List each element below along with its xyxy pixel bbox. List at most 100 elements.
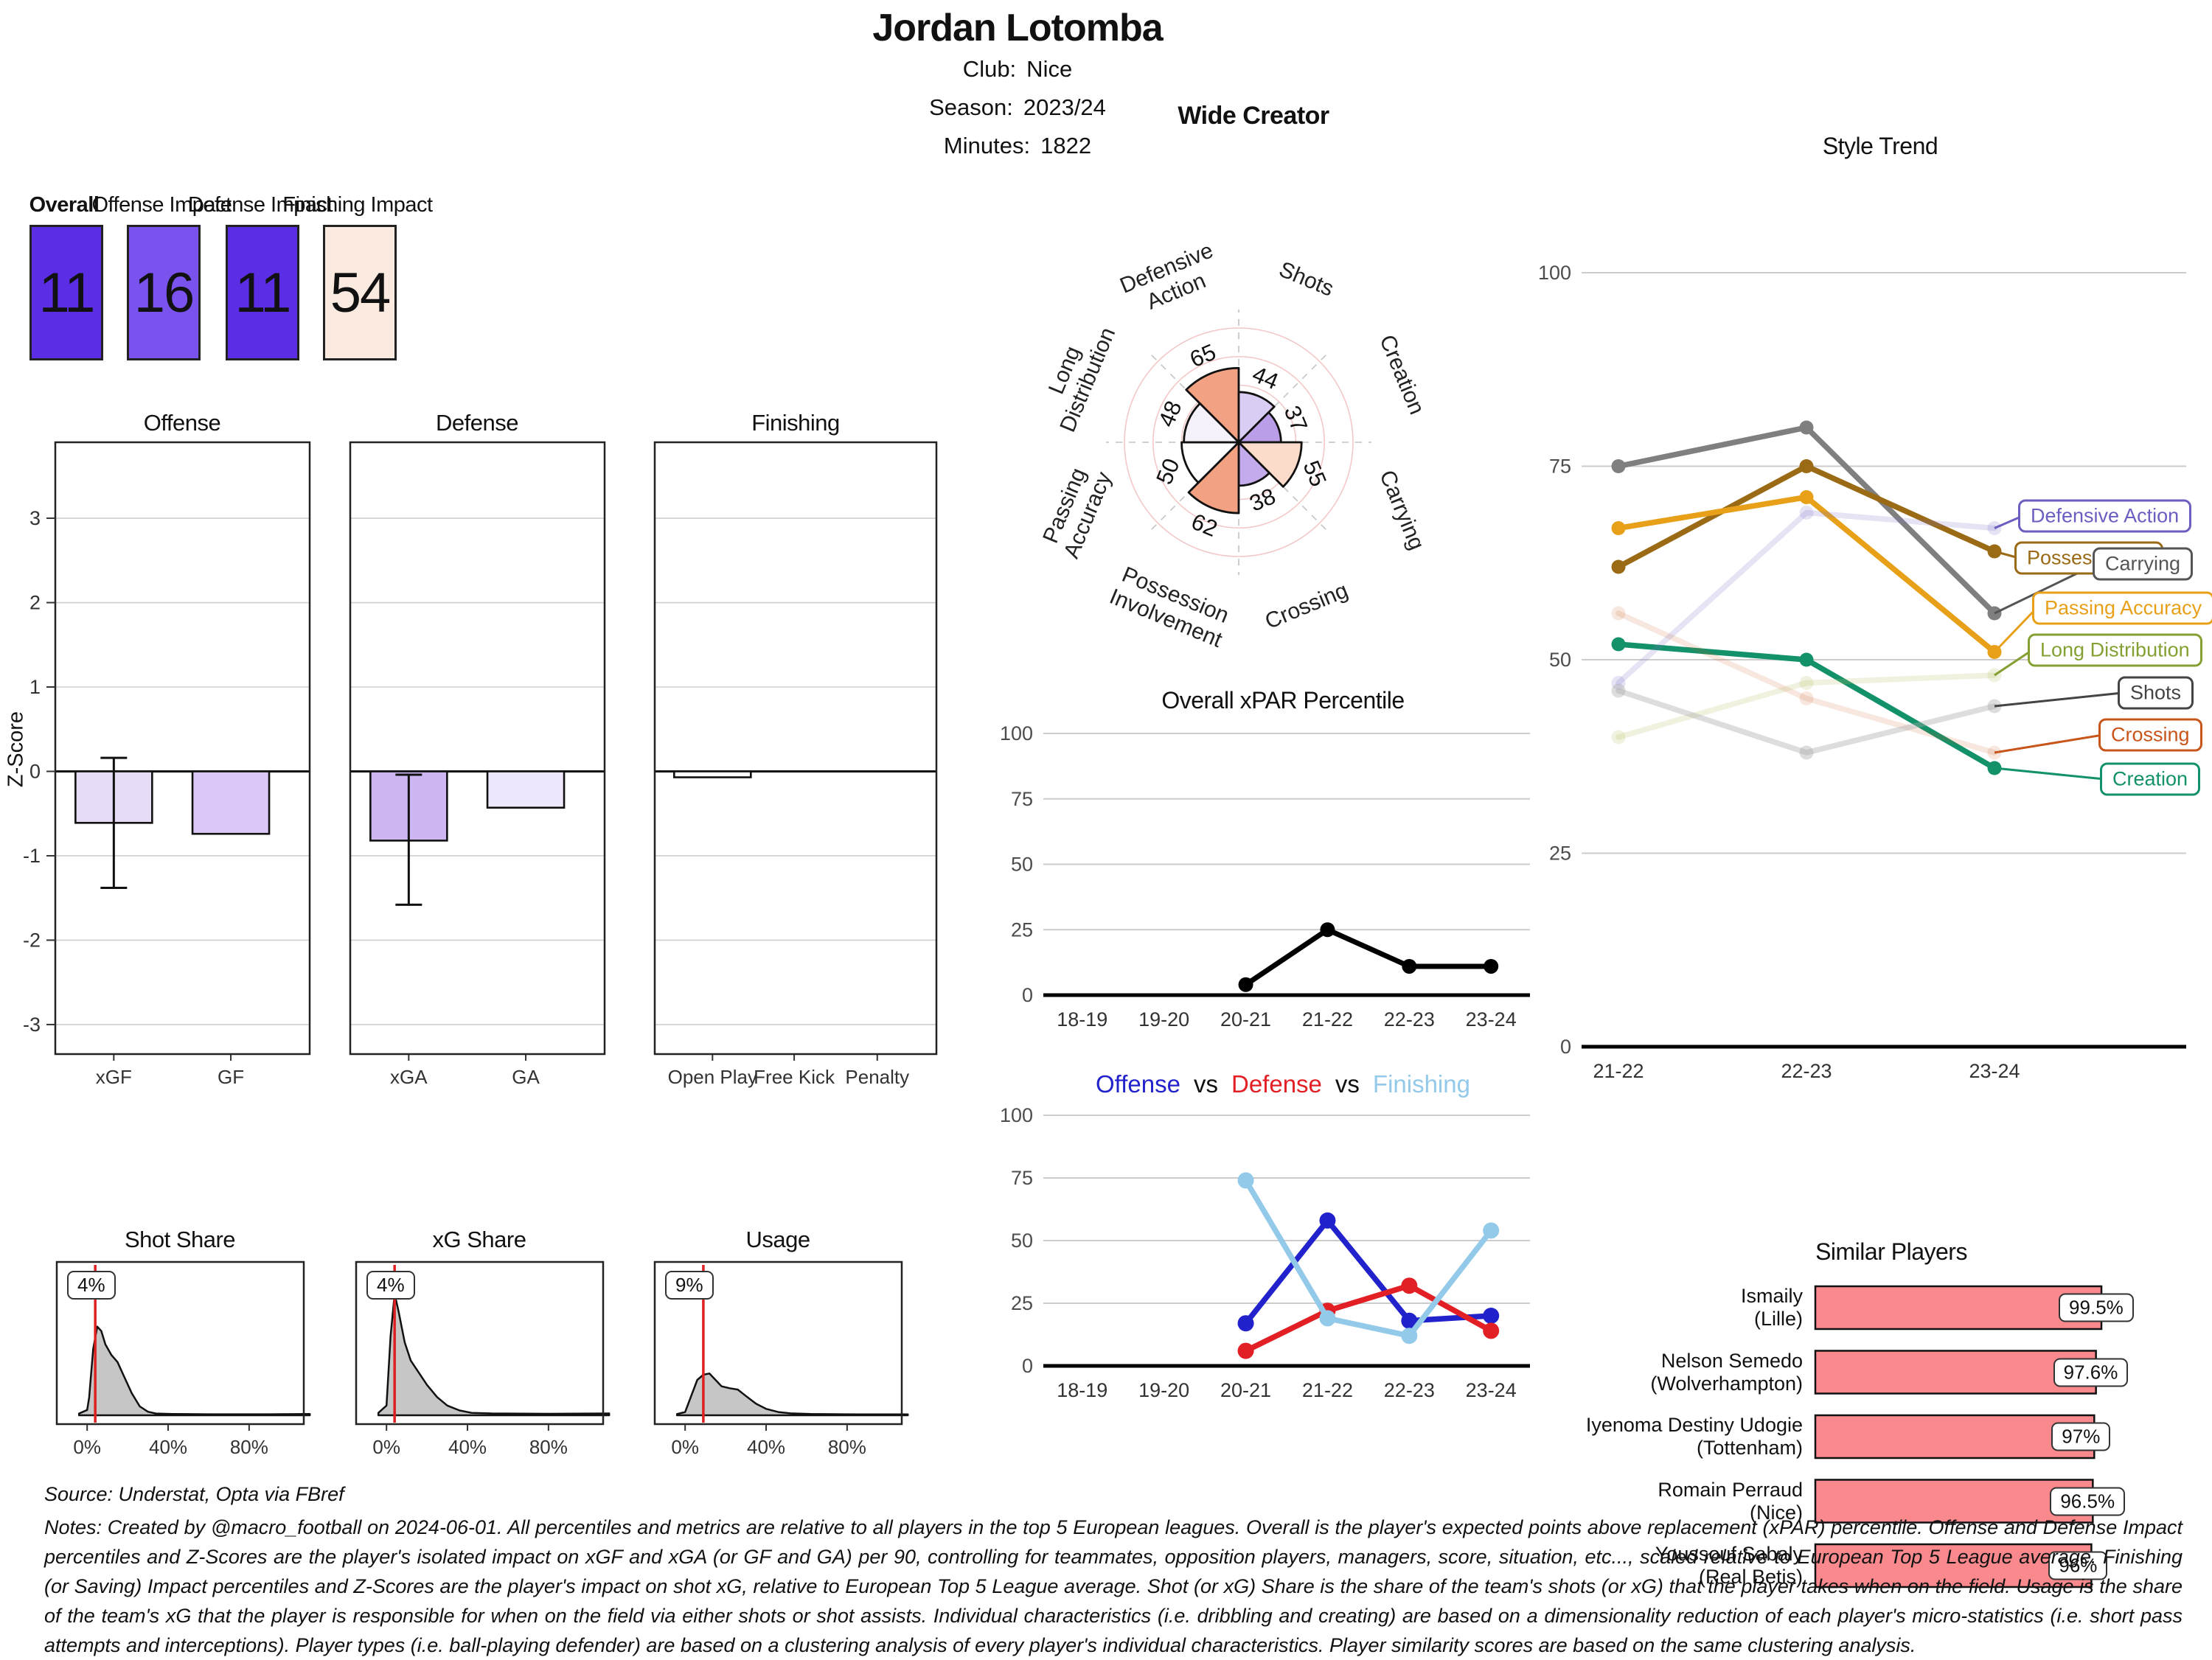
similarity-value-ismaily: 99.5%: [2059, 1293, 2134, 1322]
impact-card-value: 11: [38, 261, 96, 324]
point-creation: [1611, 637, 1626, 652]
point-carrying: [1799, 420, 1814, 435]
season-value: 2023/24: [1023, 94, 1106, 120]
impact-trend-title-word: Offense: [1096, 1070, 1180, 1098]
point-offense: [1237, 1315, 1254, 1332]
player-name-line: Youssouf Sabaly: [1655, 1543, 1803, 1565]
zscore-tick-gf: GF: [218, 1066, 244, 1088]
rose-value-passing-accuracy: 50: [1151, 455, 1185, 488]
style-trend-label-creation: Creation: [2100, 762, 2201, 796]
density-xtick: 0%: [671, 1436, 699, 1458]
rose-value-carrying: 55: [1298, 457, 1332, 490]
rose-sector-passing-accuracy: [1180, 441, 1240, 484]
impact-trend-title-word: Defense: [1231, 1070, 1322, 1098]
xg-share-value-badge: 4%: [366, 1271, 415, 1300]
similarity-value-youssouf-sabaly: 96%: [2048, 1551, 2108, 1580]
rose-axis-label-shots: Shots: [1276, 257, 1338, 301]
density-xtick: 80%: [529, 1436, 568, 1458]
similarity-bar-romain-perraud: [1814, 1479, 2094, 1524]
rose-sector-long-distribution: [1183, 402, 1240, 444]
zscore-tick-free-kick: Free Kick: [754, 1066, 835, 1088]
point-long-distribution: [1799, 676, 1814, 690]
zscore-ytick: -1: [23, 845, 41, 867]
similar-player-name-youssouf-sabaly: Youssouf Sabaly (Real Betis): [1486, 1543, 1803, 1588]
minutes-row: Minutes: 1822: [944, 133, 1091, 159]
impact-trend-xtick: 20-21: [1220, 1379, 1271, 1401]
xpar-trend-ytick: 0: [1022, 984, 1033, 1006]
shot-share-density-curve: [77, 1325, 311, 1417]
player-name-line: (Lille): [1753, 1308, 1803, 1330]
density-xtick: 0%: [73, 1436, 101, 1458]
style-trend-ytick: 50: [1549, 649, 1571, 671]
impact-card-offense-impact: 16: [127, 225, 201, 360]
density-xtick: 40%: [448, 1436, 487, 1458]
rose-axis-label-passing-accuracy: PassingAccuracy: [1036, 459, 1116, 562]
impact-trend-ytick: 50: [1011, 1230, 1033, 1252]
point-overall-xpar: [1238, 977, 1253, 992]
similarity-value-nelson-semedo: 97.6%: [2053, 1358, 2129, 1387]
season-row: Season: 2023/24: [929, 94, 1106, 121]
rose-sector-shots: [1237, 391, 1276, 444]
page-title: Jordan Lotomba: [872, 7, 1163, 49]
point-carrying: [1611, 459, 1626, 473]
similar-players-title: Similar Players: [1815, 1238, 1967, 1265]
line-crossing: [1615, 610, 1997, 756]
point-creation: [1799, 652, 1814, 667]
player-name-line: Nelson Semedo: [1660, 1349, 1803, 1372]
style-trend-ytick: 75: [1549, 456, 1571, 478]
similarity-bar-youssouf-sabaly: [1814, 1543, 2093, 1588]
point-possession-involvement: [1799, 459, 1814, 473]
impact-card-value: 16: [133, 261, 195, 324]
point-defensive-action: [1611, 676, 1626, 690]
zscore-tick-xgf: xGF: [96, 1066, 132, 1088]
impact-card-defense-impact: 11: [226, 225, 299, 360]
usage-title: Usage: [745, 1227, 810, 1252]
club-value: Nice: [1026, 56, 1073, 82]
impact-trend-title-word: vs: [1335, 1070, 1360, 1098]
point-defensive-action: [1799, 506, 1814, 520]
style-trend-label-passing-accuracy: Passing Accuracy: [2032, 591, 2212, 625]
impact-trend-xtick: 23-24: [1466, 1379, 1517, 1401]
rose-axis-label-creation: Creation: [1374, 332, 1429, 418]
similar-player-name-nelson-semedo: Nelson Semedo (Wolverhampton): [1486, 1350, 1803, 1395]
player-name-line: (Real Betis): [1698, 1566, 1803, 1588]
impact-trend-ytick: 75: [1011, 1167, 1033, 1189]
zscore-ytick: 3: [29, 507, 41, 529]
xpar-trend-xtick: 23-24: [1466, 1008, 1517, 1030]
rose-axis-label-long-distribution: LongDistribution: [1032, 315, 1120, 436]
player-name-line: (Wolverhampton): [1650, 1372, 1803, 1395]
point-offense: [1319, 1212, 1336, 1229]
impact-card-label-offense-impact: Offense Impact: [91, 193, 232, 217]
similar-player-name-ismaily: Ismaily (Lille): [1486, 1285, 1803, 1331]
impact-card-value: 11: [234, 261, 292, 324]
similarity-value-iyenoma-destiny-udogie: 97%: [2051, 1422, 2111, 1451]
line-offense: [1242, 1218, 1494, 1326]
impact-card-label-defense-impact: Defense Impact: [187, 193, 333, 217]
point-overall-xpar: [1402, 958, 1417, 974]
point-offense: [1483, 1308, 1500, 1324]
impact-trend-xtick: 22-23: [1384, 1379, 1435, 1401]
point-defense: [1401, 1277, 1418, 1294]
line-defense: [1242, 1283, 1494, 1354]
zscore-bar-ga: [486, 770, 566, 809]
impact-trend-xtick: 18-19: [1057, 1379, 1107, 1401]
xpar-trend-ytick: 25: [1011, 918, 1033, 941]
player-name-line: Ismaily: [1740, 1285, 1803, 1307]
zscore-tick-open-play: Open Play: [668, 1066, 757, 1088]
density-xtick: 80%: [828, 1436, 866, 1458]
style-trend-label-shots: Shots: [2118, 676, 2194, 710]
similar-player-name-romain-perraud: Romain Perraud (Nice): [1486, 1479, 1803, 1524]
xpar-trend-ytick: 100: [1000, 722, 1033, 744]
player-name-line: (Tottenham): [1696, 1437, 1803, 1459]
impact-trend-title-word: Finishing: [1372, 1070, 1470, 1098]
club-row: Club: Nice: [963, 56, 1072, 83]
impact-trend-xtick: 21-22: [1302, 1379, 1353, 1401]
player-name-line: Iyenoma Destiny Udogie: [1585, 1414, 1803, 1436]
rose-axis-label-defensive-action: DefensiveAction: [1116, 238, 1226, 321]
style-trend-label-crossing: Crossing: [2098, 718, 2202, 752]
style-trend-ytick: 0: [1560, 1036, 1571, 1058]
player-name-line: Romain Perraud: [1658, 1478, 1803, 1501]
xpar-trend-xtick: 18-19: [1057, 1008, 1107, 1030]
similarity-bar-iyenoma-destiny-udogie: [1814, 1414, 2096, 1460]
style-trend-ytick: 100: [1538, 262, 1571, 284]
